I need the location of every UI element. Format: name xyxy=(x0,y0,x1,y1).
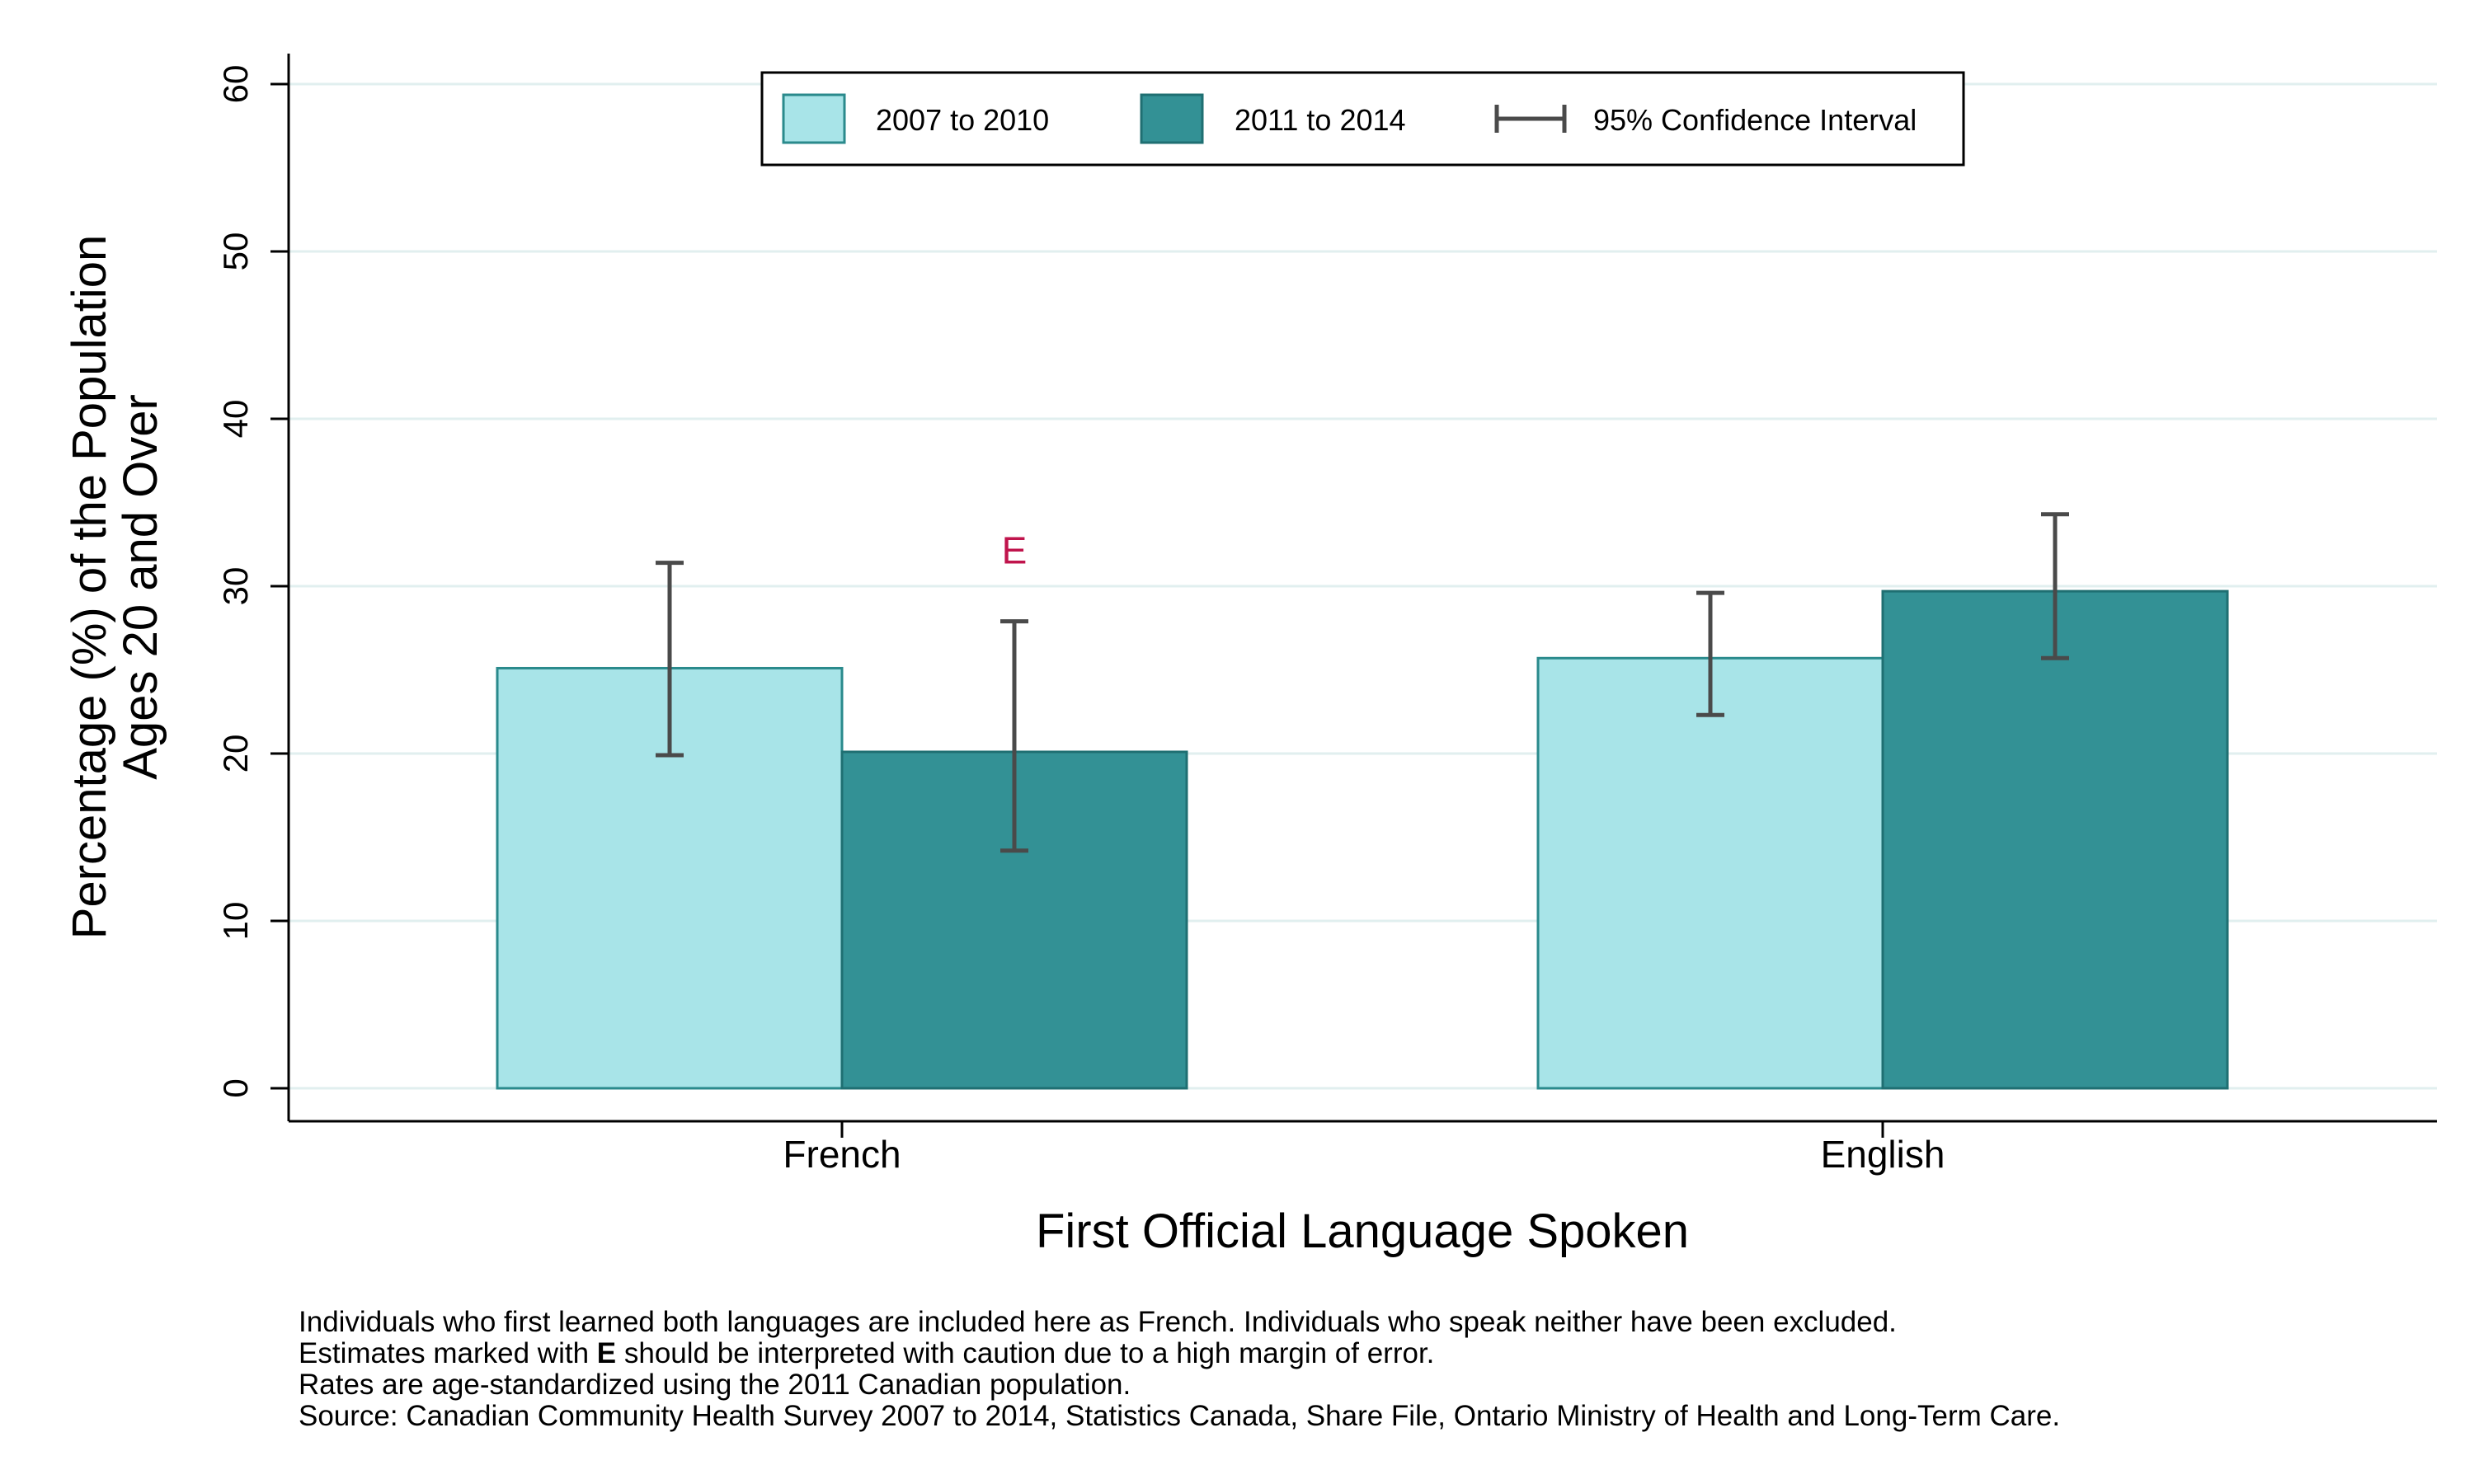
y-ticks: 0 10 20 30 40 50 60 xyxy=(216,65,289,1098)
legend-ci-symbol xyxy=(1494,105,1567,133)
ci-english-series-2 xyxy=(2041,512,2069,660)
legend-swatch-series-2 xyxy=(1140,93,1204,144)
y-tick-label-20: 20 xyxy=(216,735,255,773)
legend-label-series-1: 2007 to 2010 xyxy=(876,103,1049,137)
bar-english-series-1 xyxy=(1536,656,1884,1090)
legend-swatch-series-1 xyxy=(782,93,846,144)
category-labels: French English xyxy=(783,1121,1945,1176)
category-label-english: English xyxy=(1821,1133,1945,1176)
ci-french-series-1 xyxy=(656,561,684,758)
footnote-source: Source: Canadian Community Health Survey… xyxy=(299,1400,2061,1432)
footnotes: Individuals who first learned both langu… xyxy=(299,1307,2443,1432)
legend-label-series-2: 2011 to 2014 xyxy=(1235,103,1406,137)
confidence-intervals xyxy=(656,512,2069,853)
footnote-standardization: Rates are age-standardized using the 201… xyxy=(299,1369,1131,1401)
category-label-french: French xyxy=(783,1133,901,1176)
bar-english-series-2 xyxy=(1881,589,2229,1090)
legend-label-ci: 95% Confidence Interval xyxy=(1593,103,1917,137)
estimate-flags: E xyxy=(1002,529,1028,572)
ci-french-series-2 xyxy=(1000,619,1028,853)
y-tick-label-60: 60 xyxy=(216,65,255,104)
footnote-estimates: Estimates marked with E should be interp… xyxy=(299,1337,1435,1369)
ci-english-series-1 xyxy=(1696,590,1724,717)
y-tick-label-50: 50 xyxy=(216,232,255,271)
legend: 2007 to 2010 2011 to 2014 95% Confidence… xyxy=(760,71,1965,167)
x-axis-title: First Official Language Spoken xyxy=(1036,1205,1689,1258)
y-tick-label-30: 30 xyxy=(216,567,255,606)
estimate-flag-french-series-2: E xyxy=(1002,529,1028,572)
y-tick-label-40: 40 xyxy=(216,400,255,439)
legend-box xyxy=(760,71,1965,167)
y-axis-title-line2: Ages 20 and Over xyxy=(114,394,167,780)
y-tick-label-10: 10 xyxy=(216,902,255,941)
y-tick-label-0: 0 xyxy=(216,1078,255,1097)
bars xyxy=(496,589,2229,1090)
footnote-language: Individuals who first learned both langu… xyxy=(299,1306,1897,1338)
y-axis-title-line1: Percentage (%) of the Population xyxy=(63,235,116,939)
